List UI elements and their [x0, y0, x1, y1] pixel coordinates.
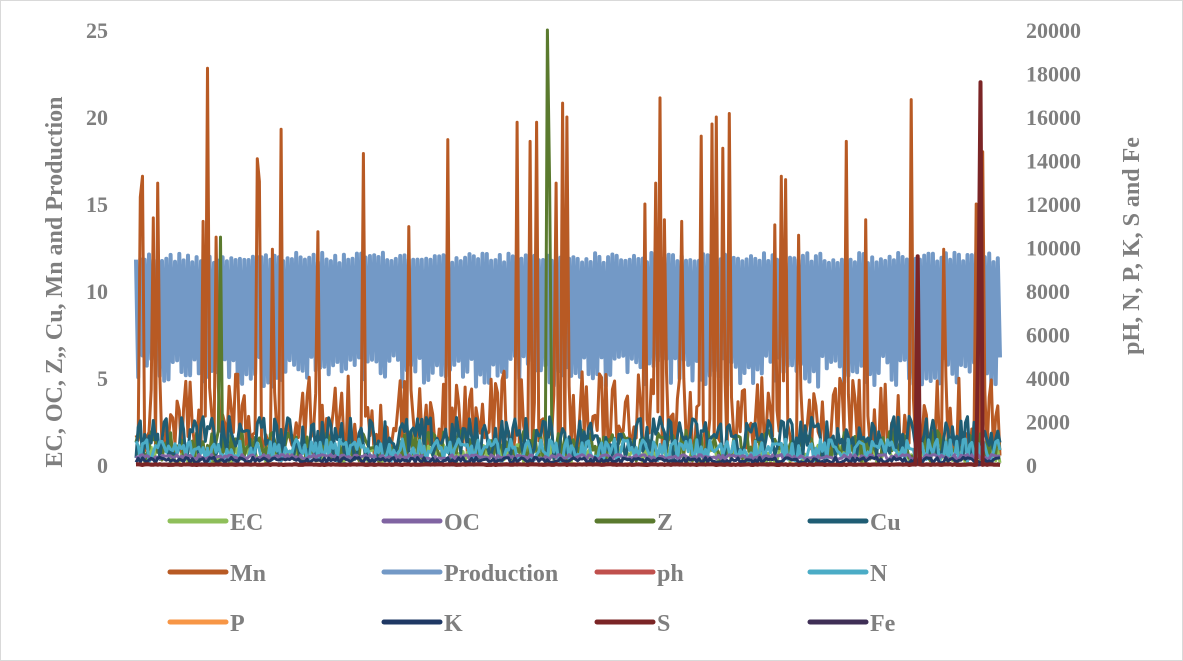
legend-item-z: Z	[594, 510, 673, 536]
legend-label: OC	[444, 510, 480, 536]
legend-label: P	[230, 611, 245, 637]
y-right-tick-label: 16000	[1026, 105, 1081, 130]
y-left-tick-label: 25	[86, 18, 108, 43]
legend-item-ec: EC	[167, 510, 263, 536]
legend-label: ph	[657, 561, 684, 587]
y-right-tick-label: 10000	[1026, 236, 1081, 261]
legend-item-p: P	[167, 611, 245, 637]
y-left-axis-title: EC, OC, Z,, Cu, Mn and Production	[42, 97, 68, 468]
series-line-s	[136, 80, 1001, 467]
series-line-mn	[134, 66, 1002, 458]
legend-label: Cu	[870, 510, 901, 536]
legend-label: Z	[657, 510, 673, 536]
series-line-n	[134, 437, 1002, 464]
legend-item-mn: Mn	[167, 561, 266, 587]
y-right-tick-label: 14000	[1026, 149, 1081, 174]
y-left-tick-label: 20	[86, 105, 108, 130]
y-right-tick-label: 12000	[1026, 192, 1081, 217]
y-left-tick-label: 0	[97, 453, 108, 478]
legend-label: K	[444, 611, 463, 637]
y-right-tick-label: 4000	[1026, 366, 1070, 391]
legend-item-oc: OC	[381, 510, 480, 536]
legend-item-production: Production	[381, 561, 558, 587]
legend-label: N	[870, 561, 888, 587]
legend-item-n: N	[807, 561, 888, 587]
y-left-tick-label: 15	[86, 192, 108, 217]
y-right-tick-label: 6000	[1026, 323, 1070, 348]
legend-item-cu: Cu	[807, 510, 901, 536]
y-right-axis-title: pH, N, P, K, S and Fe	[1119, 137, 1145, 355]
legend-label: Mn	[230, 561, 266, 587]
y-right-tick-label: 18000	[1026, 62, 1081, 87]
left-axis-ticks: 0 5 10 15 20 25	[86, 18, 108, 478]
y-right-tick-label: 0	[1026, 453, 1037, 478]
series-group	[134, 28, 1002, 467]
y-left-tick-label: 10	[86, 279, 108, 304]
legend: EC OC Z Cu Mn Production ph N P K S Fe	[167, 510, 901, 637]
legend-label: S	[657, 611, 670, 637]
legend-label: EC	[230, 510, 263, 536]
y-right-tick-label: 2000	[1026, 410, 1070, 435]
legend-item-ph: ph	[594, 561, 684, 587]
legend-item-s: S	[594, 611, 670, 637]
legend-label: Production	[444, 561, 558, 587]
y-right-tick-label: 8000	[1026, 279, 1070, 304]
series-line-k	[134, 455, 1001, 465]
right-axis-ticks: 0 2000 4000 6000 8000 10000 12000 14000 16000 180…	[1026, 18, 1081, 478]
y-left-tick-label: 5	[97, 366, 108, 391]
y-right-tick-label: 20000	[1026, 18, 1081, 43]
legend-item-k: K	[381, 611, 463, 637]
legend-label: Fe	[870, 611, 896, 637]
legend-item-fe: Fe	[807, 611, 896, 637]
series-line-oc	[134, 453, 1001, 462]
